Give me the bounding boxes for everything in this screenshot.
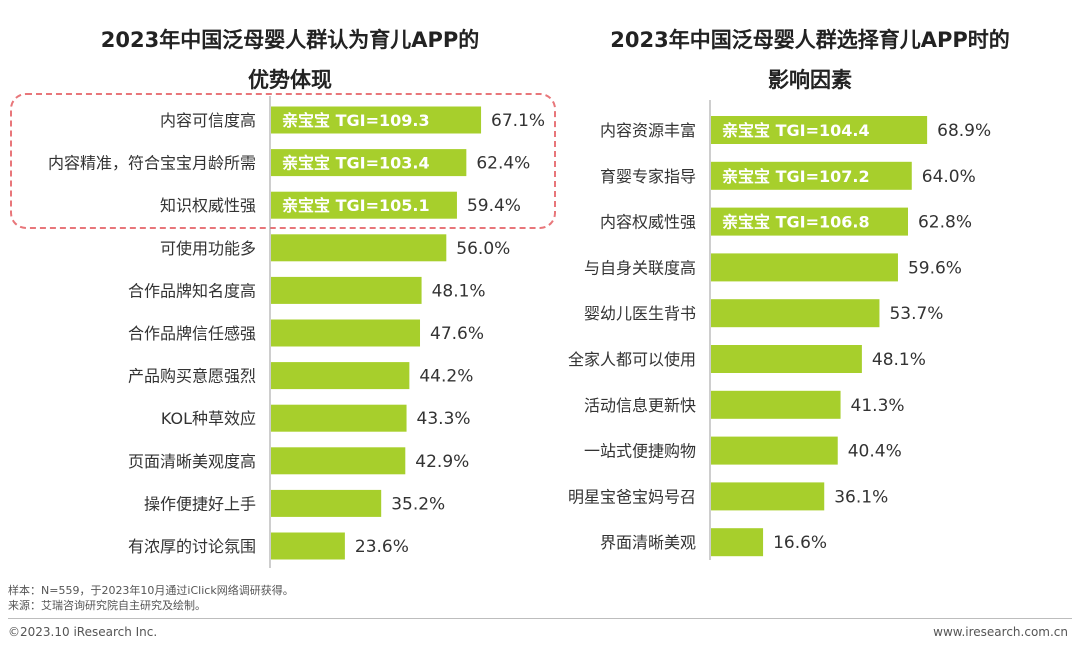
right-chart-title-line-2: 影响因素 — [768, 68, 852, 92]
left-category-label: 操作便捷好上手 — [144, 494, 256, 513]
right-bar — [711, 116, 928, 144]
left-value-label: 35.2% — [391, 494, 445, 514]
right-category-label: 内容资源丰富 — [600, 121, 696, 140]
left-category-label: KOL种草效应 — [161, 409, 256, 428]
source-note: 来源：艾瑞咨询研究院自主研究及绘制。 — [8, 599, 206, 612]
right-bar — [711, 528, 764, 557]
left-value-label: 56.0% — [456, 239, 510, 259]
left-value-label: 23.6% — [355, 537, 409, 557]
website: www.iresearch.com.cn — [933, 625, 1068, 639]
left-tgi-label: 亲宝宝 TGI=109.3 — [282, 111, 430, 130]
right-value-label: 48.1% — [872, 350, 926, 370]
right-category-label: 明星宝爸宝妈号召 — [568, 487, 696, 506]
right-bar — [711, 299, 880, 328]
footer-divider — [8, 618, 1072, 619]
left-chart-title: 2023年中国泛母婴人群认为育儿APP的 优势体现 — [40, 20, 540, 100]
left-value-label: 43.3% — [417, 409, 471, 429]
left-value-label: 62.4% — [476, 154, 530, 174]
left-category-label: 有浓厚的讨论氛围 — [128, 537, 256, 556]
left-category-label: 页面清晰美观度高 — [128, 452, 256, 471]
right-tgi-label: 亲宝宝 TGI=104.4 — [722, 121, 870, 140]
right-tgi-label: 亲宝宝 TGI=106.8 — [722, 213, 870, 232]
left-bar — [271, 404, 407, 432]
left-category-label: 可使用功能多 — [160, 239, 256, 258]
right-value-label: 41.3% — [851, 396, 905, 416]
right-value-label: 64.0% — [922, 167, 976, 187]
right-bar — [711, 482, 825, 511]
right-category-label: 全家人都可以使用 — [568, 350, 696, 369]
left-chart-title-line-2: 优势体现 — [248, 68, 332, 92]
right-bar — [711, 253, 898, 282]
copyright: ©2023.10 iResearch Inc. — [8, 625, 158, 639]
left-tgi-label: 亲宝宝 TGI=105.1 — [282, 196, 430, 215]
right-value-label: 40.4% — [848, 442, 902, 462]
left-category-label: 产品购买意愿强烈 — [128, 367, 256, 386]
right-chart-title: 2023年中国泛母婴人群选择育儿APP时的 影响因素 — [570, 20, 1050, 100]
left-bar — [271, 447, 406, 475]
left-value-label: 44.2% — [419, 367, 473, 387]
left-bar — [271, 106, 482, 134]
left-category-label: 合作品牌信任感强 — [128, 324, 256, 343]
right-tgi-label: 亲宝宝 TGI=107.2 — [722, 167, 870, 186]
left-category-label: 合作品牌知名度高 — [128, 281, 256, 300]
right-category-label: 一站式便捷购物 — [584, 442, 696, 461]
left-bar — [271, 532, 345, 560]
left-value-label: 67.1% — [491, 111, 545, 131]
right-category-label: 婴幼儿医生背书 — [584, 304, 696, 323]
left-category-label: 内容可信度高 — [160, 111, 256, 130]
right-bar — [711, 161, 912, 190]
left-tgi-label: 亲宝宝 TGI=103.4 — [282, 154, 430, 173]
highlight-box — [10, 93, 556, 229]
right-category-label: 内容权威性强 — [600, 213, 696, 232]
left-value-label: 47.6% — [430, 324, 484, 344]
right-category-label: 界面清晰美观 — [600, 533, 696, 552]
right-value-label: 68.9% — [937, 121, 991, 141]
left-bar — [271, 276, 422, 304]
right-bar — [711, 345, 862, 373]
left-value-label: 59.4% — [467, 196, 521, 216]
left-bar — [271, 149, 467, 177]
left-category-label: 内容精准，符合宝宝月龄所需 — [48, 154, 256, 173]
sample-note: 样本：N=559，于2023年10月通过iClick网络调研获得。 — [8, 584, 294, 597]
right-bar — [711, 390, 841, 419]
left-bar — [271, 191, 457, 219]
right-chart-title-line-1: 2023年中国泛母婴人群选择育儿APP时的 — [610, 28, 1010, 52]
left-category-label: 知识权威性强 — [160, 196, 256, 215]
right-bar — [711, 207, 908, 236]
left-bar — [271, 319, 421, 347]
left-bar — [271, 362, 410, 390]
right-value-label: 53.7% — [889, 304, 943, 324]
right-value-label: 36.1% — [834, 487, 888, 507]
right-bar — [711, 436, 838, 465]
left-bar — [271, 489, 382, 517]
right-value-label: 62.8% — [918, 213, 972, 233]
right-value-label: 59.6% — [908, 258, 962, 278]
right-category-label: 育婴专家指导 — [600, 167, 696, 186]
left-value-label: 48.1% — [432, 281, 486, 301]
left-value-label: 42.9% — [415, 452, 469, 472]
right-category-label: 与自身关联度高 — [584, 258, 696, 277]
left-chart-title-line-1: 2023年中国泛母婴人群认为育儿APP的 — [100, 28, 480, 52]
right-value-label: 16.6% — [773, 533, 827, 553]
right-category-label: 活动信息更新快 — [584, 396, 696, 415]
left-bar — [271, 234, 447, 262]
